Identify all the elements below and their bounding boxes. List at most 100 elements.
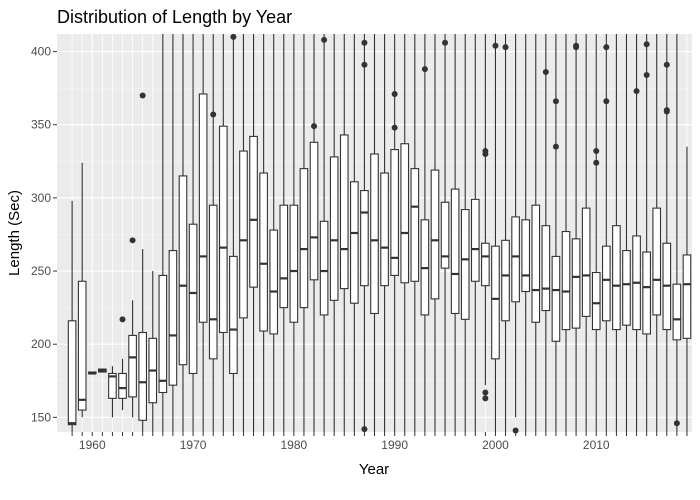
outlier-point <box>421 66 428 73</box>
box-1958 <box>67 200 77 432</box>
box-iqr <box>481 242 490 287</box>
outlier-point <box>361 426 368 433</box>
box-iqr <box>470 198 480 282</box>
x-tick-label: 1970 <box>180 438 207 452</box>
box-2014 <box>632 34 641 432</box>
box-iqr <box>128 334 137 398</box>
box-iqr <box>541 225 551 312</box>
box-iqr <box>289 204 299 323</box>
box-2010 <box>591 34 601 432</box>
box-iqr <box>67 320 77 426</box>
box-iqr <box>581 207 591 317</box>
outlier-point <box>573 42 580 49</box>
box-1976 <box>249 34 258 432</box>
box-1969 <box>178 34 188 432</box>
x-tick-label: 2010 <box>583 438 610 452</box>
box-1991 <box>400 34 410 432</box>
outlier-point <box>119 316 126 323</box>
box-iqr <box>178 175 188 366</box>
outlier-point <box>492 42 499 49</box>
outlier-point <box>210 111 217 118</box>
box-iqr <box>360 190 369 287</box>
box-iqr <box>370 153 379 315</box>
box-iqr <box>259 172 268 332</box>
outlier-point <box>552 143 559 150</box>
box-iqr <box>440 201 450 269</box>
box-2012 <box>612 34 621 432</box>
box-iqr <box>249 135 258 288</box>
box-2019 <box>682 146 692 432</box>
box-1975 <box>239 34 248 432</box>
box-1968 <box>168 34 178 432</box>
box-1961 <box>98 368 107 373</box>
box-iqr <box>188 223 198 375</box>
box-iqr <box>460 209 470 320</box>
y-tick-label: 350 <box>31 118 51 132</box>
box-2016 <box>652 34 662 432</box>
outlier-point <box>643 71 650 78</box>
x-tick-label: 1990 <box>381 438 408 452</box>
outlier-point <box>542 69 549 76</box>
box-iqr <box>218 125 228 334</box>
box-iqr <box>390 149 399 276</box>
box-1984 <box>329 34 339 432</box>
box-1983 <box>319 34 329 432</box>
box-iqr <box>158 274 168 394</box>
box-1982 <box>309 34 319 432</box>
x-axis-title: Year <box>359 461 389 478</box>
y-axis-title: Length (Sec) <box>6 190 23 276</box>
box-2004 <box>531 34 541 432</box>
box-iqr <box>511 216 520 303</box>
box-1985 <box>339 34 349 432</box>
box-1962 <box>108 366 117 418</box>
box-iqr <box>400 143 410 284</box>
box-iqr <box>682 254 692 339</box>
box-iqr <box>339 134 349 290</box>
box-2001 <box>501 34 510 432</box>
box-2009 <box>581 34 591 432</box>
box-iqr <box>77 280 87 411</box>
box-1995 <box>440 34 450 432</box>
axes: 150 200 250 300 350 400 1960 1970 1980 1990 2000 20… <box>31 45 688 452</box>
outlier-point <box>311 123 318 130</box>
box-iqr <box>299 168 309 309</box>
outlier-point <box>139 92 146 99</box>
x-tick-label: 2000 <box>482 438 509 452</box>
box-1967 <box>158 34 168 432</box>
box-iqr <box>561 230 571 331</box>
box-iqr <box>501 239 510 322</box>
box-1979 <box>279 34 289 432</box>
box-iqr <box>279 204 289 309</box>
outlier-point <box>593 148 600 155</box>
box-1992 <box>410 34 420 432</box>
box-iqr <box>571 238 581 329</box>
box-1981 <box>299 34 309 432</box>
box-iqr <box>430 169 440 300</box>
box-2007 <box>561 34 571 432</box>
box-iqr <box>239 150 248 319</box>
outlier-point <box>361 39 368 46</box>
box-iqr <box>612 225 621 331</box>
box-2017 <box>662 34 672 432</box>
box-1964 <box>128 237 137 418</box>
box-iqr <box>531 204 541 323</box>
outlier-point <box>603 98 610 105</box>
y-tick-label: 400 <box>31 45 51 59</box>
box-1973 <box>218 34 228 432</box>
box-1989 <box>380 34 389 432</box>
outlier-point <box>321 36 328 43</box>
box-1977 <box>259 34 268 432</box>
box-iqr <box>521 219 531 293</box>
box-iqr <box>410 168 420 282</box>
y-tick-label: 200 <box>31 337 51 351</box>
box-2006 <box>551 34 561 432</box>
box-1963 <box>118 316 127 411</box>
outlier-point <box>502 44 509 51</box>
box-1993 <box>420 34 430 432</box>
box-2013 <box>622 34 631 432</box>
box-1996 <box>450 34 460 432</box>
box-iqr <box>319 220 329 316</box>
box-2002 <box>511 34 520 434</box>
box-iqr <box>309 141 319 281</box>
x-tick-label: 1960 <box>79 438 106 452</box>
